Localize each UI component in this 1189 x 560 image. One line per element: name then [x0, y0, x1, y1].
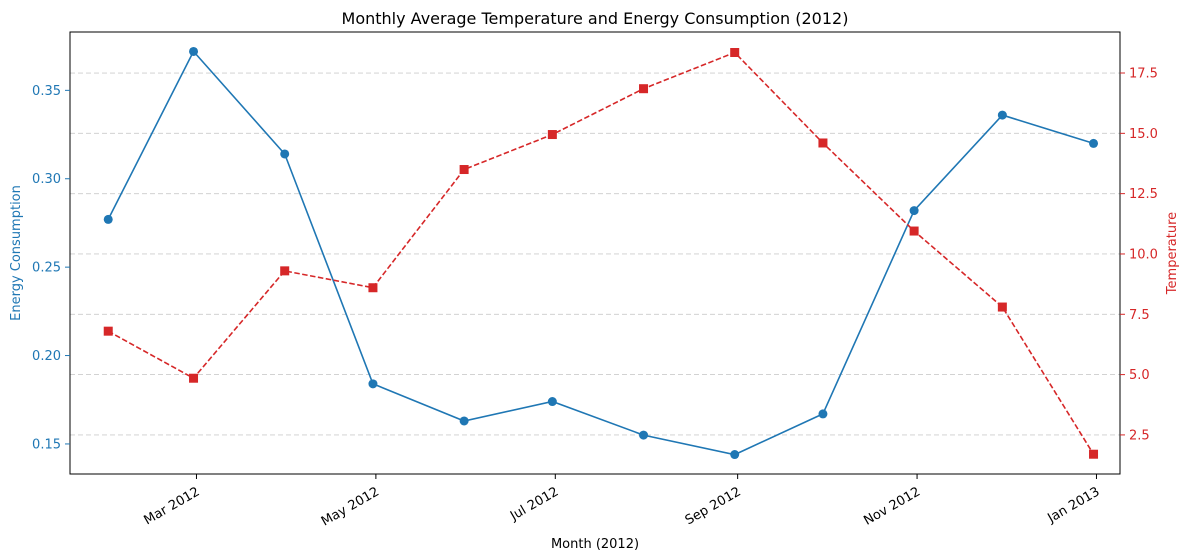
temperature-point: [103, 326, 113, 336]
energy-consumption-point: [997, 110, 1007, 120]
y-right-tick-label: 10.0: [1129, 247, 1158, 262]
energy-consumption-point: [459, 416, 469, 426]
energy-consumption-point: [1089, 138, 1099, 148]
energy-consumption-point: [189, 46, 199, 56]
y-axis-right: 2.5 5.0 7.5 10.0 12.5 15.0 17.5: [1120, 67, 1158, 443]
temperature-point: [997, 302, 1007, 312]
energy-consumption-point: [818, 409, 828, 419]
temperature-point: [730, 48, 740, 58]
temperature-point: [459, 165, 469, 175]
y-right-tick-label: 2.5: [1129, 428, 1150, 443]
y-right-tick-label: 15.0: [1129, 127, 1158, 142]
temperature-point: [280, 266, 290, 276]
y-left-tick-label: 0.35: [32, 84, 61, 99]
temperature-point: [547, 130, 557, 140]
energy-consumption-point: [547, 397, 557, 407]
chart-title: Monthly Average Temperature and Energy C…: [342, 9, 849, 28]
y-right-tick-label: 5.0: [1129, 368, 1150, 383]
x-axis: Mar 2012 May 2012 Jul 2012 Sep 2012 Nov 2012…: [141, 474, 1102, 530]
y-right-tick-label: 7.5: [1129, 308, 1150, 323]
temperature-point: [639, 84, 649, 94]
x-tick-label: May 2012: [319, 484, 382, 529]
energy-consumption-point: [280, 149, 290, 159]
x-tick-label: Jul 2012: [507, 484, 561, 524]
temperature-point: [818, 138, 828, 148]
energy-consumption-point: [368, 379, 378, 389]
x-tick-label: Sep 2012: [683, 484, 744, 528]
temperature-line: [107, 51, 1095, 455]
x-tick-label: Jan 2013: [1045, 484, 1103, 526]
series-layer: [103, 46, 1099, 460]
energy-consumption-point: [730, 450, 740, 460]
y-axis-left-label: Energy Consumption: [9, 185, 24, 321]
y-left-tick-label: 0.15: [32, 437, 61, 452]
energy-consumption-point: [639, 430, 649, 440]
y-left-tick-label: 0.30: [32, 172, 61, 187]
energy-consumption-point: [909, 206, 919, 216]
y-axis-right-label: Temperature: [1165, 212, 1180, 295]
plot-area-frame: [69, 31, 1121, 475]
y-right-tick-label: 12.5: [1129, 187, 1158, 202]
x-axis-label: Month (2012): [551, 537, 639, 552]
y-left-tick-label: 0.25: [32, 261, 61, 276]
energy-consumption-point: [103, 214, 113, 224]
y-axis-left: 0.15 0.20 0.25 0.30 0.35: [32, 84, 70, 452]
y-right-tick-label: 17.5: [1129, 67, 1158, 82]
energy-consumption-line: [107, 49, 1094, 456]
x-tick-label: Mar 2012: [141, 484, 202, 528]
temperature-point: [909, 226, 919, 236]
grid-lines: [70, 72, 1120, 436]
x-tick-label: Nov 2012: [861, 484, 923, 528]
temperature-point: [189, 373, 199, 383]
y-left-tick-label: 0.20: [32, 349, 61, 364]
temperature-point: [368, 283, 378, 293]
temperature-point: [1089, 449, 1099, 459]
